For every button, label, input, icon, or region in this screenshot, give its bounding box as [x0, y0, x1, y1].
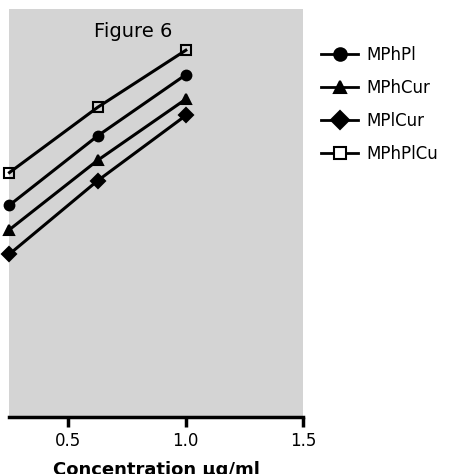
MPhPlCu	[183, 47, 189, 53]
MPhPl	[95, 133, 100, 139]
MPhCur	[95, 157, 100, 163]
X-axis label: Concentration μg/ml: Concentration μg/ml	[53, 461, 260, 474]
MPlCur	[95, 178, 100, 183]
Line: MPhPlCu: MPhPlCu	[5, 46, 191, 177]
MPhPlCu	[7, 170, 12, 175]
MPhPl	[7, 202, 12, 208]
MPlCur	[7, 251, 12, 257]
Text: Figure 6: Figure 6	[94, 22, 172, 41]
MPlCur	[183, 113, 189, 118]
Line: MPhCur: MPhCur	[5, 94, 191, 235]
Line: MPlCur: MPlCur	[5, 110, 191, 259]
Legend: MPhPl, MPhCur, MPlCur, MPhPlCu: MPhPl, MPhCur, MPlCur, MPhPlCu	[321, 46, 438, 163]
MPhPlCu	[95, 104, 100, 110]
MPhCur	[7, 227, 12, 232]
MPhCur	[183, 96, 189, 102]
Line: MPhPl: MPhPl	[5, 70, 191, 210]
MPhPl	[183, 72, 189, 78]
